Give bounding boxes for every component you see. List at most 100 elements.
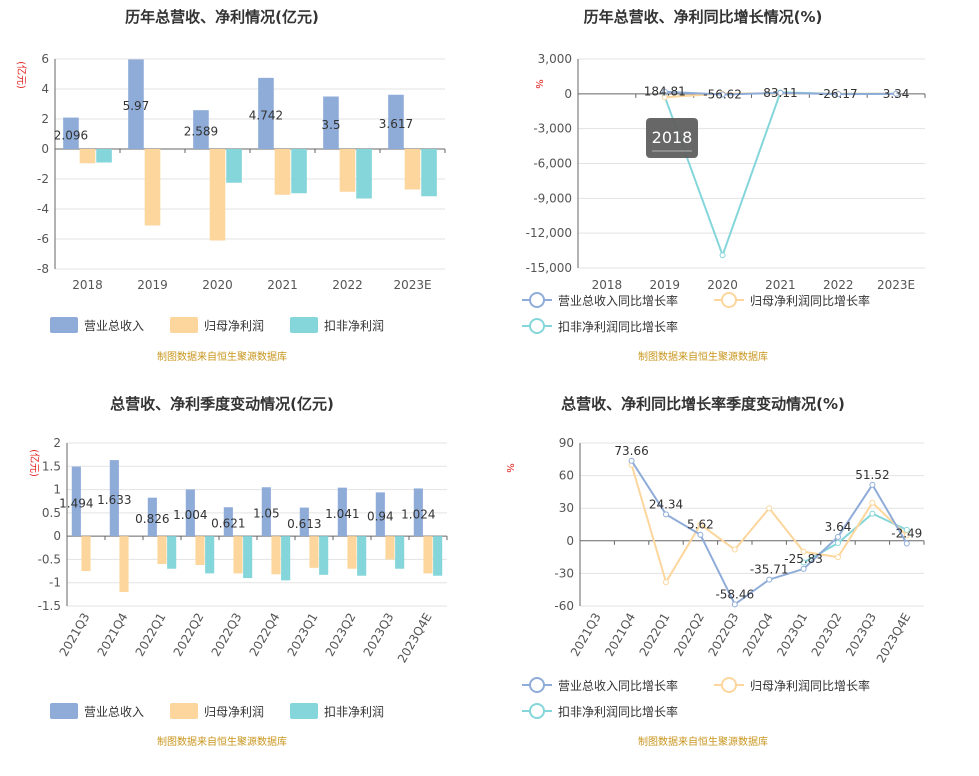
bar-2[interactable] xyxy=(81,536,91,572)
bar-2[interactable] xyxy=(157,536,167,565)
legend-item-2[interactable]: 归母净利润同比增长率 xyxy=(714,677,870,693)
series-point-2[interactable] xyxy=(766,505,773,512)
legend-item-3[interactable]: 扣非净利润 xyxy=(290,703,384,719)
bar-1[interactable] xyxy=(193,110,209,149)
data-label: 1.024 xyxy=(401,507,435,521)
bar-1[interactable] xyxy=(71,466,81,537)
series-point-1[interactable] xyxy=(661,88,668,95)
legend-item-1[interactable]: 营业总收入同比增长率 xyxy=(522,677,678,693)
bar-1[interactable] xyxy=(261,487,271,537)
bar-2[interactable] xyxy=(385,536,395,560)
series-point-2[interactable] xyxy=(800,548,807,555)
bar-1[interactable] xyxy=(147,497,157,537)
legend-label: 扣非净利润 xyxy=(324,705,384,719)
tooltip: 2018 xyxy=(646,118,698,158)
legend-item-2[interactable]: 归母净利润同比增长率 xyxy=(714,292,870,308)
bar-3[interactable] xyxy=(243,536,253,579)
bar-1[interactable] xyxy=(63,117,79,149)
bar-1[interactable] xyxy=(185,489,195,537)
bar-3[interactable] xyxy=(226,149,242,183)
bar-3[interactable] xyxy=(281,536,291,581)
bar-2[interactable] xyxy=(144,149,161,226)
legend-item-2[interactable]: 归母净利润 xyxy=(170,317,264,333)
bar-2[interactable] xyxy=(271,536,281,575)
bar-1[interactable] xyxy=(299,507,309,537)
series-point-1[interactable] xyxy=(800,565,807,572)
legend-item-3[interactable]: 扣非净利润同比增长率 xyxy=(522,318,678,334)
bar-3[interactable] xyxy=(421,149,437,197)
bar-1[interactable] xyxy=(388,94,404,149)
legend-item-1[interactable]: 营业总收入同比增长率 xyxy=(522,292,678,308)
legend-item-1[interactable]: 营业总收入 xyxy=(50,317,144,333)
series-point-3[interactable] xyxy=(800,559,807,566)
series-point-1[interactable] xyxy=(663,511,669,518)
series-point-1[interactable] xyxy=(697,531,704,538)
bar-1[interactable] xyxy=(413,488,423,537)
legend-item-3[interactable]: 扣非净利润同比增长率 xyxy=(522,703,678,719)
y-tick-label: 0 xyxy=(53,529,61,543)
legend-swatch xyxy=(50,317,78,333)
unit-label: (亿元) xyxy=(15,61,28,89)
tooltip-text: 2018 xyxy=(652,128,693,147)
bar-3[interactable] xyxy=(205,536,215,574)
legend-item-3[interactable]: 扣非净利润 xyxy=(290,317,384,333)
series-point-1[interactable] xyxy=(628,457,635,464)
bar-1[interactable] xyxy=(258,77,274,149)
x-tick-label: 2022Q3 xyxy=(705,611,741,659)
bar-2[interactable] xyxy=(404,149,421,190)
series-point-1[interactable] xyxy=(777,89,784,96)
series-point-2[interactable] xyxy=(869,499,876,506)
bar-3[interactable] xyxy=(395,536,405,569)
bar-3[interactable] xyxy=(167,536,177,569)
bar-2[interactable] xyxy=(339,149,356,192)
series-point-1[interactable] xyxy=(731,601,738,608)
bar-1[interactable] xyxy=(323,96,339,150)
bar-2[interactable] xyxy=(233,536,243,574)
x-tick-label: 2018 xyxy=(592,278,623,292)
bar-2[interactable] xyxy=(423,536,433,574)
x-tick-label: 2021Q3 xyxy=(57,611,93,659)
series-point-1[interactable] xyxy=(719,91,726,98)
legend-item-2[interactable]: 归母净利润 xyxy=(170,703,264,719)
series-point-2[interactable] xyxy=(835,554,841,561)
series-point-2[interactable] xyxy=(903,532,910,539)
bar-3[interactable] xyxy=(356,149,372,199)
series-point-3[interactable] xyxy=(835,539,841,546)
bar-3[interactable] xyxy=(291,149,307,194)
series-point-1[interactable] xyxy=(893,90,900,97)
bar-2[interactable] xyxy=(274,149,291,195)
series-point-2[interactable] xyxy=(731,546,738,553)
chart-2: 历年总营收、净利同比增长情况(%)% 3,000 0 -3,000 -6,000 -9,0… xyxy=(522,8,926,363)
bar-3[interactable] xyxy=(319,536,329,575)
series-point-2[interactable] xyxy=(661,94,668,101)
bar-1[interactable] xyxy=(337,487,347,537)
bar-3[interactable] xyxy=(96,149,112,163)
series-point-2[interactable] xyxy=(697,521,704,528)
series-point-1[interactable] xyxy=(835,533,841,540)
series-point-2[interactable] xyxy=(663,579,669,586)
series-point-1[interactable] xyxy=(835,91,842,98)
bar-1[interactable] xyxy=(128,59,144,150)
bar-2[interactable] xyxy=(347,536,357,569)
bar-1[interactable] xyxy=(223,507,233,537)
bar-2[interactable] xyxy=(119,536,129,593)
legend-marker xyxy=(721,292,737,308)
series-point-1[interactable] xyxy=(869,481,876,488)
series-point-3[interactable] xyxy=(719,252,726,259)
bar-2[interactable] xyxy=(309,536,319,568)
x-tick-label: 2021 xyxy=(765,278,796,292)
bar-3[interactable] xyxy=(433,536,443,576)
series-point-1[interactable] xyxy=(903,540,910,547)
bar-1[interactable] xyxy=(109,460,119,537)
y-tick-label: 30 xyxy=(559,501,574,515)
bar-2[interactable] xyxy=(195,536,205,566)
y-tick-label: -2 xyxy=(37,172,49,186)
legend-item-1[interactable]: 营业总收入 xyxy=(50,703,144,719)
series-point-3[interactable] xyxy=(869,510,876,517)
series-point-1[interactable] xyxy=(766,576,773,583)
bar-3[interactable] xyxy=(357,536,367,576)
y-tick-label: -3,000 xyxy=(533,122,572,136)
bar-1[interactable] xyxy=(375,492,385,537)
bar-2[interactable] xyxy=(79,149,96,164)
bar-2[interactable] xyxy=(209,149,226,241)
